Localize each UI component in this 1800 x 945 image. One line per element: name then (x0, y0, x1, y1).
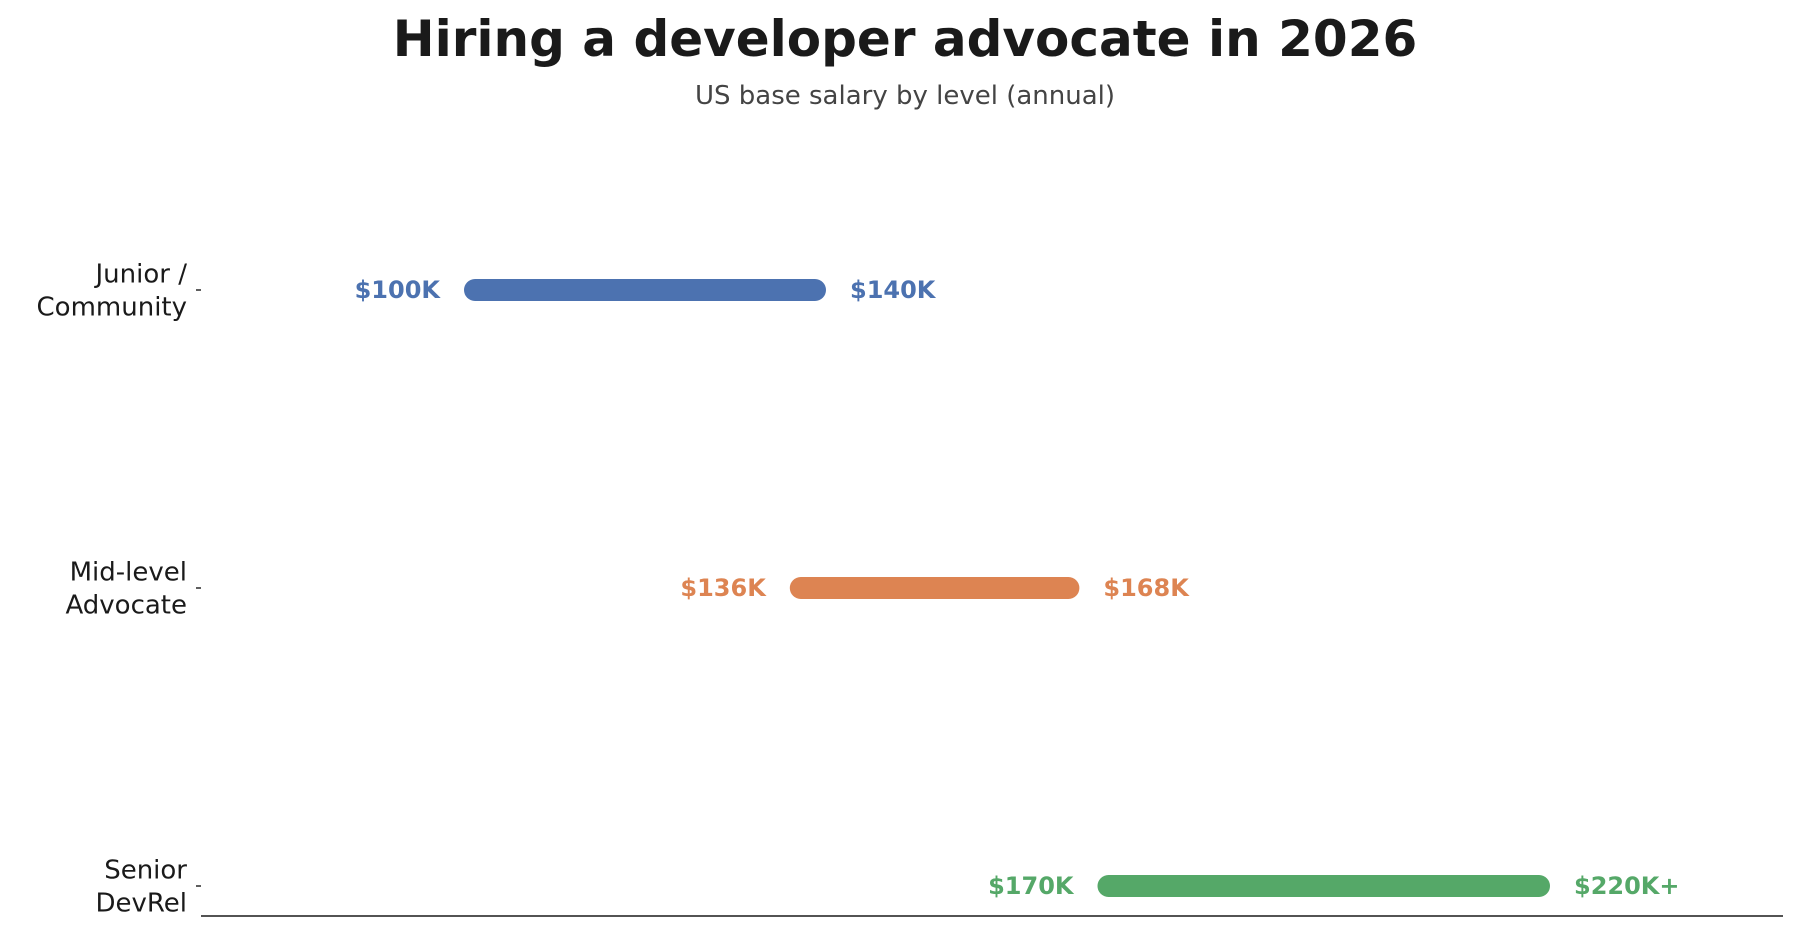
range-bar-1 (789, 577, 1080, 599)
category-label-0: Junior / Community (37, 260, 188, 323)
range-bar-0 (464, 279, 826, 301)
category-label-2: Senior DevRel (95, 856, 187, 919)
range-bar-2 (1097, 875, 1550, 897)
high-value-label-0: $140K (850, 276, 937, 304)
category-label-line: Junior / (94, 260, 188, 290)
low-value-label-2: $170K (988, 872, 1075, 900)
low-value-label-0: $100K (355, 276, 442, 304)
chart-subtitle: US base salary by level (annual) (695, 81, 1115, 111)
category-label-line: Senior (104, 856, 187, 886)
high-value-label-1: $168K (1103, 574, 1190, 602)
category-label-line: Community (37, 293, 187, 323)
category-label-line: Advocate (65, 591, 187, 621)
category-label-line: Mid-level (70, 558, 187, 588)
category-label-1: Mid-level Advocate (65, 558, 187, 621)
chart-marks: Junior / Community $100K $140K Mid-level Advo… (37, 260, 1680, 919)
category-label-line: DevRel (95, 889, 187, 919)
chart-title: Hiring a developer advocate in 2026 (393, 10, 1418, 68)
high-value-label-2: $220K+ (1574, 872, 1680, 900)
low-value-label-1: $136K (680, 574, 767, 602)
